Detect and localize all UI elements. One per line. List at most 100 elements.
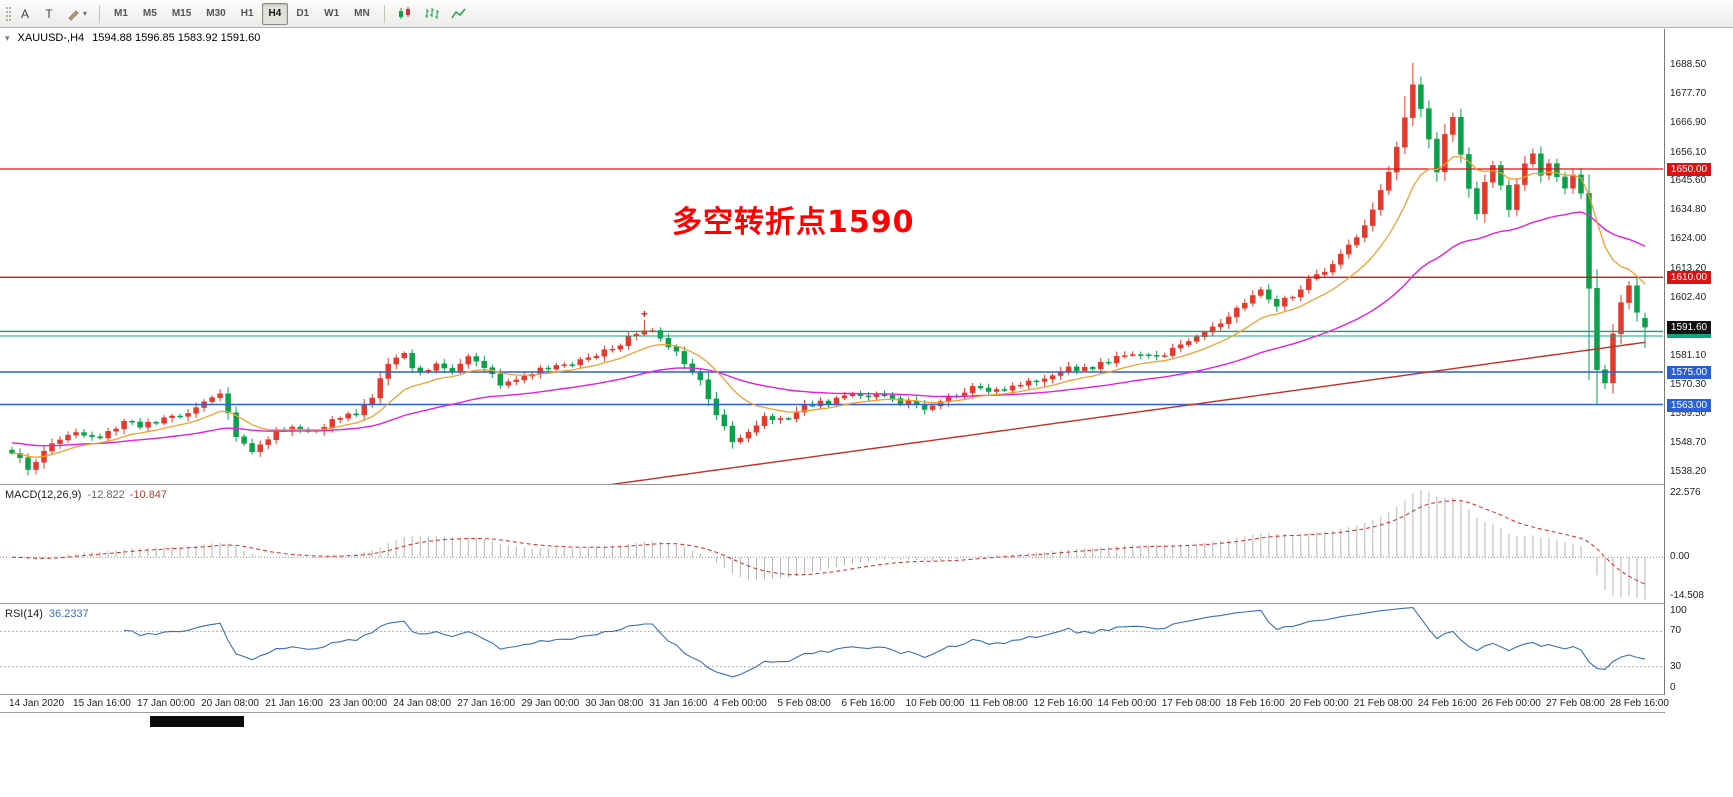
time-axis-label: 17 Feb 08:00 <box>1161 698 1221 709</box>
rsi-scale-30: 30 <box>1670 660 1682 672</box>
time-axis-label: 6 Feb 16:00 <box>841 698 895 709</box>
time-axis-label: 24 Jan 08:00 <box>393 698 452 709</box>
panel-separator <box>0 694 1733 695</box>
timeframe-m30[interactable]: M30 <box>206 8 226 19</box>
time-axis-label: 10 Feb 00:00 <box>905 698 965 709</box>
time-axis-label: 18 Feb 16:00 <box>1225 698 1285 709</box>
timeframe-h1[interactable]: H1 <box>240 8 254 19</box>
time-axis-label: 15 Jan 16:00 <box>73 698 131 709</box>
timeframe-w1[interactable]: W1 <box>324 8 340 19</box>
price-chart-canvas[interactable] <box>0 29 1663 484</box>
price-scale-label: 1559.50 <box>1670 407 1707 419</box>
toolbar-separator <box>383 4 385 23</box>
toolbar-separator <box>99 4 101 23</box>
bar-chart-mode-icon[interactable] <box>419 3 444 25</box>
time-axis-label: 21 Jan 16:00 <box>265 698 323 709</box>
price-scale-label: 1570.30 <box>1670 378 1707 390</box>
price-axis[interactable]: 1688.50 1677.70 1666.90 1656.10 1645.60 1634.… <box>1664 29 1733 713</box>
macd-scale-min: -14.508 <box>1670 590 1704 601</box>
level-price-label: 1563.00 <box>1667 398 1711 412</box>
rsi-panel-canvas[interactable] <box>0 605 1663 693</box>
drag-dots-icon <box>6 6 11 21</box>
time-axis-label: 27 Jan 16:00 <box>457 698 516 709</box>
time-axis[interactable]: 14 Jan 2020 15 Jan 16:00 17 Jan 00:00 20 Ja… <box>0 695 1733 712</box>
price-annotation: 多空转折点1590 <box>672 205 915 240</box>
timeframe-m15[interactable]: M15 <box>171 8 192 19</box>
rsi-name: RSI(14) <box>5 608 43 620</box>
chevron-down-icon: ▾ <box>83 9 88 18</box>
time-axis-label: 20 Feb 00:00 <box>1289 698 1349 709</box>
price-scale-label: 1538.20 <box>1670 465 1707 477</box>
rsi-indicator-label: RSI(14) 36.2337 <box>5 608 89 620</box>
time-axis-label: 21 Feb 08:00 <box>1353 698 1413 709</box>
text-tool-button[interactable]: T <box>45 6 53 21</box>
timeframe-h4[interactable]: H4 <box>261 2 289 25</box>
price-scale-label: 1634.80 <box>1670 204 1707 216</box>
chart-window[interactable]: ▾ XAUUSD-,H4 1594.88 1596.85 1583.92 159… <box>0 29 1733 713</box>
toolbar-drag-handle-icon[interactable] <box>4 5 12 23</box>
time-axis-label: 14 Feb 00:00 <box>1097 698 1157 709</box>
macd-name: MACD(12,26,9) <box>5 489 82 501</box>
macd-indicator-label: MACD(12,26,9) -12.822 -10.847 <box>5 489 167 501</box>
price-scale-label: 1645.60 <box>1670 174 1707 186</box>
time-axis-label: 26 Feb 00:00 <box>1481 698 1541 709</box>
time-axis-label: 14 Jan 2020 <box>9 698 65 709</box>
chart-title: ▾ XAUUSD-,H4 1594.88 1596.85 1583.92 159… <box>5 32 260 44</box>
macd-main-value: -12.822 <box>87 489 125 501</box>
timeframe-d1[interactable]: D1 <box>296 8 310 19</box>
time-axis-label: 4 Feb 00:00 <box>713 698 767 709</box>
price-scale-label: 1624.00 <box>1670 233 1707 245</box>
timeframe-m1[interactable]: M1 <box>114 8 128 19</box>
toolbar: A T ▾ M1 M5 M15 M30 H1 H4 D1 W1 MN <box>0 0 1733 28</box>
time-axis-label: 17 Jan 00:00 <box>137 698 195 709</box>
screen-artifact <box>150 716 244 727</box>
level-price-label: 1650.00 <box>1667 163 1711 177</box>
time-axis-label: 23 Jan 00:00 <box>329 698 388 709</box>
price-scale-label: 1581.10 <box>1670 349 1707 361</box>
macd-scale-zero: 0.00 <box>1670 551 1690 563</box>
ohlc-values: 1594.88 1596.85 1583.92 1591.60 <box>92 32 261 44</box>
line-chart-glyph <box>451 8 466 19</box>
time-axis-label: 12 Feb 16:00 <box>1033 698 1093 709</box>
price-scale-label: 1666.90 <box>1670 117 1707 129</box>
level-price-label: 1575.00 <box>1667 366 1711 380</box>
ohlc-bars-glyph <box>424 8 439 19</box>
price-scale-label: 1548.70 <box>1670 437 1707 449</box>
candlestick-mode-icon[interactable] <box>392 3 417 25</box>
time-axis-label: 28 Feb 16:00 <box>1609 698 1669 709</box>
panel-separator <box>0 712 1733 713</box>
time-axis-label: 29 Jan 00:00 <box>521 698 580 709</box>
time-axis-label: 31 Jan 16:00 <box>649 698 708 709</box>
candlestick-glyph <box>398 7 410 19</box>
macd-panel-canvas[interactable] <box>0 486 1663 602</box>
price-scale-label: 1688.50 <box>1670 58 1707 70</box>
timeframe-m5[interactable]: M5 <box>142 8 157 19</box>
panel-separator <box>0 484 1733 485</box>
level-price-label: 1610.00 <box>1667 271 1711 285</box>
draw-tools-button[interactable]: ▾ <box>62 3 92 25</box>
pencil-icon <box>68 9 79 21</box>
rsi-scale-0: 0 <box>1670 682 1676 693</box>
current-price-label: 1591.60 <box>1667 321 1711 335</box>
macd-signal-value: -10.847 <box>129 489 168 501</box>
price-scale-label: 1656.10 <box>1670 146 1707 158</box>
timeframe-group: M1 M5 M15 M30 H1 H4 D1 W1 MN <box>107 2 377 25</box>
time-axis-label: 27 Feb 08:00 <box>1545 698 1605 709</box>
time-axis-label: 5 Feb 08:00 <box>777 698 831 709</box>
time-axis-label: 30 Jan 08:00 <box>585 698 644 709</box>
time-axis-label: 20 Jan 08:00 <box>201 698 259 709</box>
label-tool-button[interactable]: A <box>20 6 29 21</box>
rsi-value: 36.2337 <box>48 608 89 620</box>
symbol-title: XAUUSD-,H4 <box>17 32 85 44</box>
time-axis-label: 24 Feb 16:00 <box>1417 698 1477 709</box>
timeframe-mn[interactable]: MN <box>354 8 370 19</box>
price-scale-label: 1613.20 <box>1670 262 1707 274</box>
one-click-panel-toggle-icon[interactable]: ▾ <box>5 32 10 43</box>
time-axis-label: 11 Feb 08:00 <box>969 698 1028 709</box>
price-scale-label: 1602.40 <box>1670 291 1707 303</box>
rsi-scale-70: 70 <box>1670 625 1682 637</box>
rsi-scale-100: 100 <box>1670 605 1687 616</box>
line-chart-mode-icon[interactable] <box>446 3 471 25</box>
macd-scale-max: 22.576 <box>1670 487 1701 498</box>
